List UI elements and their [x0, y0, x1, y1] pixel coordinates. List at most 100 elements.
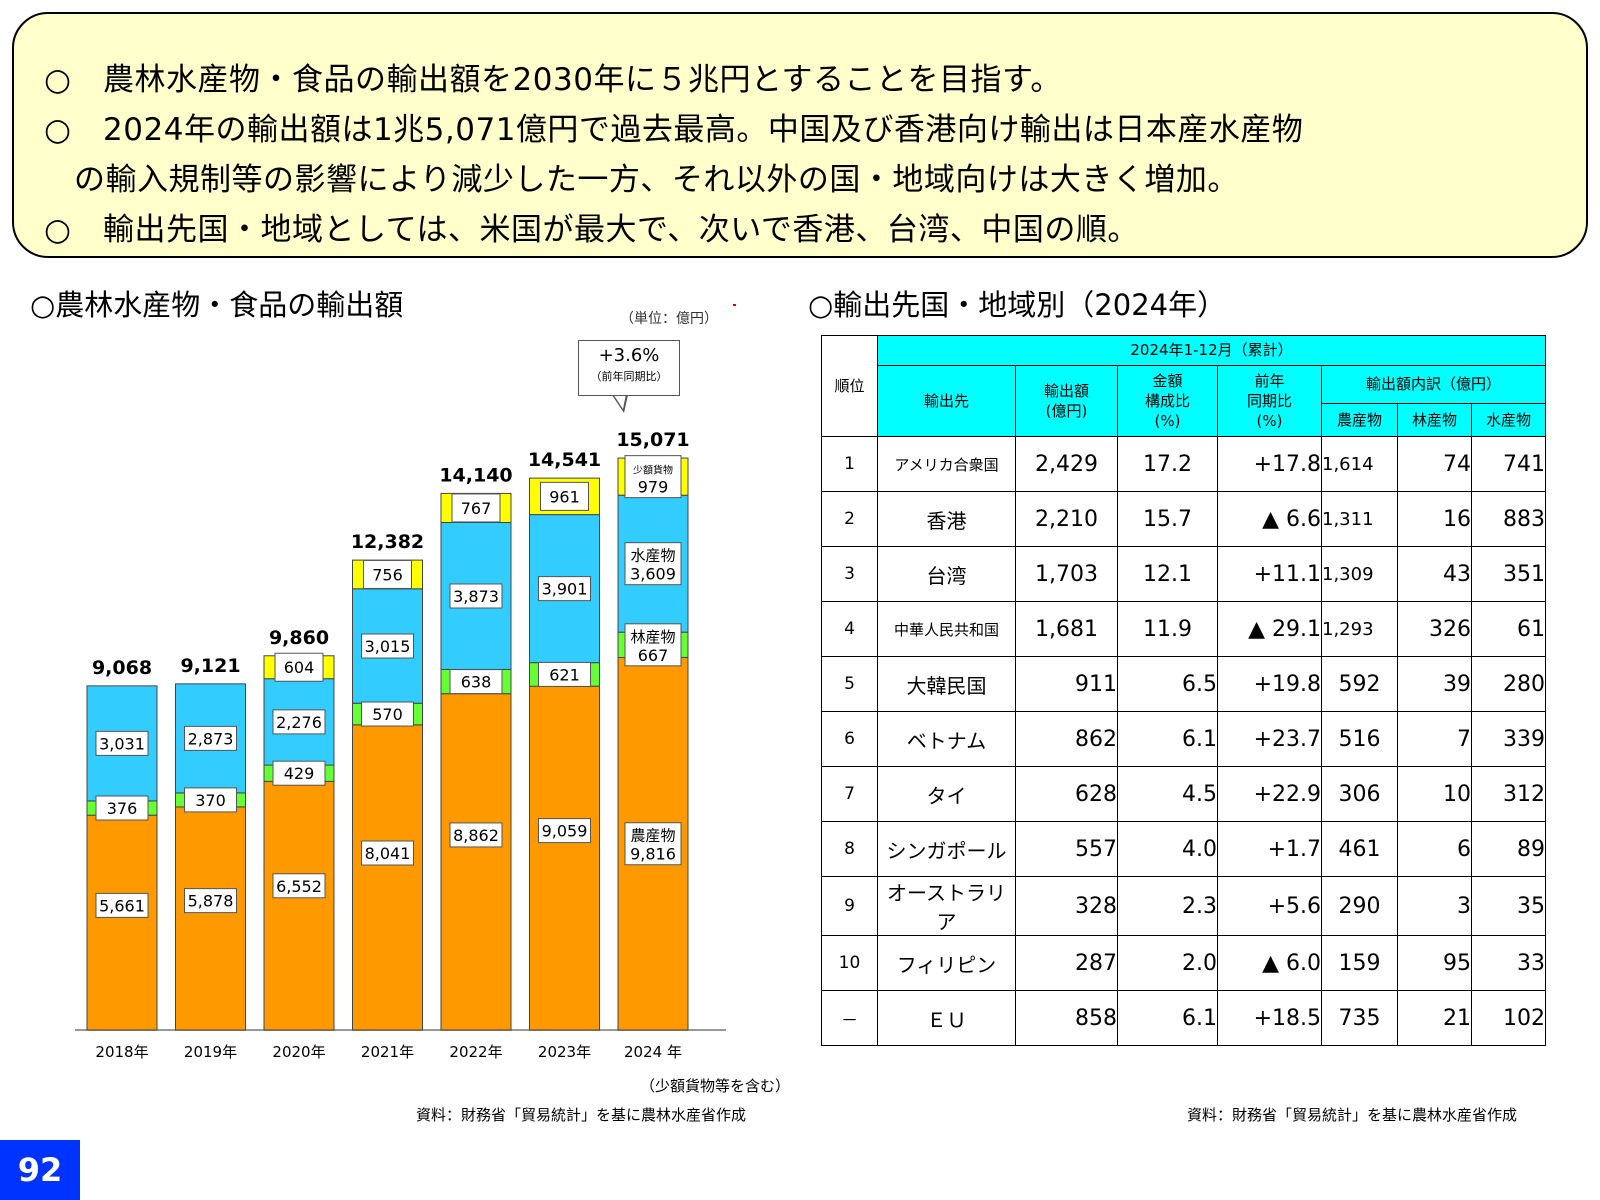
- x-tick-label: 2018年: [95, 1043, 148, 1060]
- bar-agri-1: [175, 806, 246, 1031]
- value-box: [624, 542, 682, 586]
- row-yoy: +19.8: [1217, 656, 1322, 712]
- x-tick-label: 2019年: [184, 1043, 237, 1060]
- value-box: [95, 730, 149, 756]
- row-agri: 1,309: [1321, 546, 1398, 602]
- value-box: [540, 481, 589, 511]
- value-box: [274, 652, 324, 682]
- red-mark: [733, 304, 736, 306]
- row-yoy: +5.6: [1217, 876, 1322, 936]
- row-rank: 10: [821, 935, 878, 991]
- row-yoy: ▲ 6.0: [1217, 935, 1322, 991]
- bar-agri-0: [86, 814, 158, 1031]
- row-forest: 16: [1397, 491, 1472, 547]
- bar-total-label: 15,071: [616, 429, 689, 451]
- row-yoy: +18.5: [1217, 990, 1322, 1046]
- table-row: 7 タイ 628 4.5 +22.9 306 10 312: [821, 766, 1546, 822]
- row-destination: ベトナム: [877, 711, 1016, 767]
- row-amount: 328: [1015, 876, 1118, 936]
- value-box: [361, 840, 414, 866]
- growth-annotation: +3.6% （前年同期比）: [578, 340, 680, 396]
- row-rank: 9: [821, 876, 878, 936]
- value-box: [538, 661, 591, 687]
- bar-value-label: 6,552: [276, 877, 322, 896]
- table-row: 10 フィリピン 287 2.0 ▲ 6.0 159 95 33: [821, 935, 1546, 991]
- growth-basis: （前年同期比）: [590, 370, 668, 383]
- table-row: 6 ベトナム 862 6.1 +23.7 516 7 339: [821, 711, 1546, 767]
- row-fish: 883: [1471, 491, 1546, 547]
- row-fish: 102: [1471, 990, 1546, 1046]
- row-agri: 461: [1321, 821, 1398, 877]
- table-row: 9 オーストラリア 328 2.3 +5.6 290 3 35: [821, 876, 1546, 936]
- row-yoy: +11.1: [1217, 546, 1322, 602]
- header-period: 2024年1-12月（累計）: [877, 335, 1546, 366]
- bar-total-label: 14,140: [439, 464, 512, 486]
- bar-value-label: 3,609: [630, 565, 676, 584]
- bar-value-label: 3,015: [365, 637, 411, 656]
- row-forest: 95: [1397, 935, 1472, 991]
- value-box: [449, 669, 503, 695]
- source-left: 資料：財務省「貿易統計」を基に農林水産省作成: [416, 1106, 747, 1124]
- table-row: － ＥＵ 858 6.1 +18.5 735 21 102: [821, 990, 1546, 1046]
- value-box: [361, 633, 414, 659]
- bar-agri-5: [529, 685, 600, 1031]
- bar-value-label: 3,873: [453, 587, 499, 606]
- row-destination: 中華人民共和国: [877, 601, 1016, 657]
- row-forest: 10: [1397, 766, 1472, 822]
- header-agri: 農産物: [1321, 403, 1398, 437]
- row-amount: 287: [1015, 935, 1118, 991]
- row-forest: 39: [1397, 656, 1472, 712]
- header-forest: 林産物: [1397, 403, 1472, 437]
- row-fish: 35: [1471, 876, 1546, 936]
- bar-value-label: 5,661: [99, 896, 145, 915]
- bar-value-label: 2,276: [276, 713, 322, 732]
- value-box: [272, 873, 326, 899]
- row-fish: 61: [1471, 601, 1546, 657]
- row-agri: 735: [1321, 990, 1398, 1046]
- value-box: [272, 709, 326, 735]
- page-number: 92: [0, 1140, 80, 1200]
- row-destination: タイ: [877, 766, 1016, 822]
- row-amount: 2,210: [1015, 491, 1118, 547]
- row-forest: 74: [1397, 436, 1472, 492]
- row-share: 2.0: [1117, 935, 1218, 991]
- source-right: 資料：財務省「貿易統計」を基に農林水産省作成: [1187, 1106, 1518, 1124]
- value-box: [95, 795, 149, 821]
- export-bar-chart: 2018年 9,068 5,661 376 3,031 2019年 9,121 5,878 37…: [75, 429, 726, 1060]
- bar-value-label: 604: [284, 658, 315, 677]
- row-share: 4.0: [1117, 821, 1218, 877]
- bar-value-label: 979: [638, 478, 669, 497]
- series-name-label: 水産物: [630, 547, 675, 565]
- header-rank: 順位: [821, 335, 878, 437]
- small-cargo-note: （少額貨物等を含む）: [640, 1077, 791, 1095]
- header-destination: 輸出先: [877, 365, 1016, 437]
- series-name-label: 林産物: [630, 628, 675, 646]
- header-share: 金額 構成比 (%): [1117, 365, 1218, 437]
- table-row: 2 香港 2,210 15.7 ▲ 6.6 1,311 16 883: [821, 491, 1546, 547]
- row-amount: 1,703: [1015, 546, 1118, 602]
- bar-value-label: 756: [372, 565, 403, 584]
- row-forest: 326: [1397, 601, 1472, 657]
- row-share: 4.5: [1117, 766, 1218, 822]
- bar-value-label: 370: [195, 791, 226, 810]
- bar-value-label: 8,041: [365, 844, 411, 863]
- header-breakdown: 輸出額内訳（億円）: [1321, 365, 1546, 404]
- bar-value-label: 638: [461, 673, 492, 692]
- row-fish: 312: [1471, 766, 1546, 822]
- row-yoy: +23.7: [1217, 711, 1322, 767]
- bar-total-label: 14,541: [528, 449, 601, 471]
- value-box: [184, 725, 237, 751]
- row-yoy: ▲ 6.6: [1217, 491, 1322, 547]
- bar-value-label: 3,031: [99, 734, 145, 753]
- header-fish: 水産物: [1471, 403, 1546, 437]
- value-box: [95, 892, 149, 918]
- x-tick-label: 2021年: [361, 1043, 414, 1060]
- table-row: 4 中華人民共和国 1,681 11.9 ▲ 29.1 1,293 326 61: [821, 601, 1546, 657]
- value-box: [451, 493, 501, 523]
- summary-line-3: の輸入規制等の影響により減少した一方、それ以外の国・地域向けは大きく増加。: [74, 162, 1239, 198]
- row-rank: 6: [821, 711, 878, 767]
- bar-agri-4: [440, 693, 512, 1031]
- bar-value-label: 8,862: [453, 826, 499, 845]
- value-box: [624, 455, 682, 499]
- value-box: [363, 559, 412, 589]
